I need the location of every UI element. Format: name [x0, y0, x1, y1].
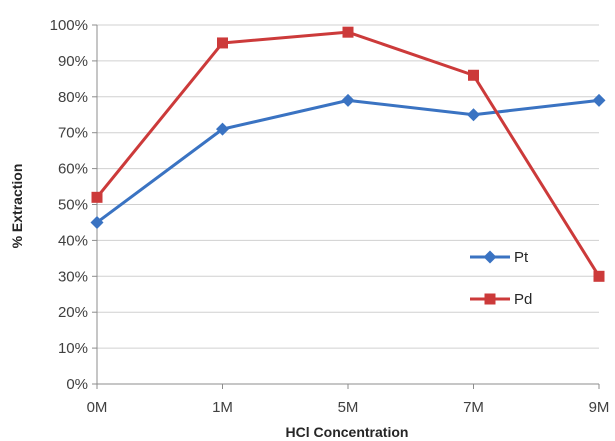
x-tick-label: 0M: [87, 399, 108, 416]
y-axis-title: % Extraction: [9, 164, 25, 249]
y-tick-label: 30%: [58, 268, 88, 285]
x-axis-title: HCl Concentration: [286, 424, 409, 440]
legend-label: Pd: [514, 291, 532, 308]
y-tick-label: 20%: [58, 304, 88, 321]
y-tick-label: 100%: [50, 17, 88, 34]
data-point-pd: [342, 26, 354, 38]
y-tick-label: 10%: [58, 340, 88, 357]
y-tick-label: 40%: [58, 232, 88, 249]
y-tick-label: 50%: [58, 197, 88, 214]
data-point-pt: [90, 215, 104, 229]
data-point-pt: [216, 122, 229, 136]
data-point-pd: [91, 191, 103, 203]
series-pd: [91, 26, 605, 282]
x-tick-label: 1M: [212, 399, 233, 416]
x-tick-label: 7M: [463, 399, 484, 416]
data-point-pd: [217, 37, 228, 49]
legend-item-pd: Pd: [470, 291, 532, 308]
data-point-pt: [592, 93, 606, 107]
legend-marker: [483, 250, 497, 264]
data-point-pt: [467, 108, 480, 122]
series-pt: [90, 93, 606, 229]
legend-label: Pt: [514, 249, 529, 266]
data-point-pd: [593, 270, 605, 282]
x-tick-label: 5M: [338, 399, 359, 416]
y-tick-label: 60%: [58, 161, 88, 178]
legend: Pt Pd: [470, 249, 532, 308]
axes: 0% 10% 20% 30% 40% 50% 60% 70% 80% 90% 100% 0M 1M 5M 7…: [50, 17, 610, 416]
x-tick-label: 9M: [589, 399, 610, 416]
series-lines: [90, 26, 606, 282]
y-tick-label: 90%: [58, 53, 88, 70]
gridlines: [97, 24, 599, 349]
data-point-pt: [341, 93, 355, 107]
legend-item-pt: Pt: [470, 249, 529, 266]
legend-marker: [484, 293, 496, 305]
y-tick-label: 70%: [58, 125, 88, 142]
y-tick-label: 0%: [66, 376, 88, 393]
series-line-pd: [95, 30, 601, 278]
y-tick-label: 80%: [58, 89, 88, 106]
data-point-pd: [468, 69, 479, 81]
